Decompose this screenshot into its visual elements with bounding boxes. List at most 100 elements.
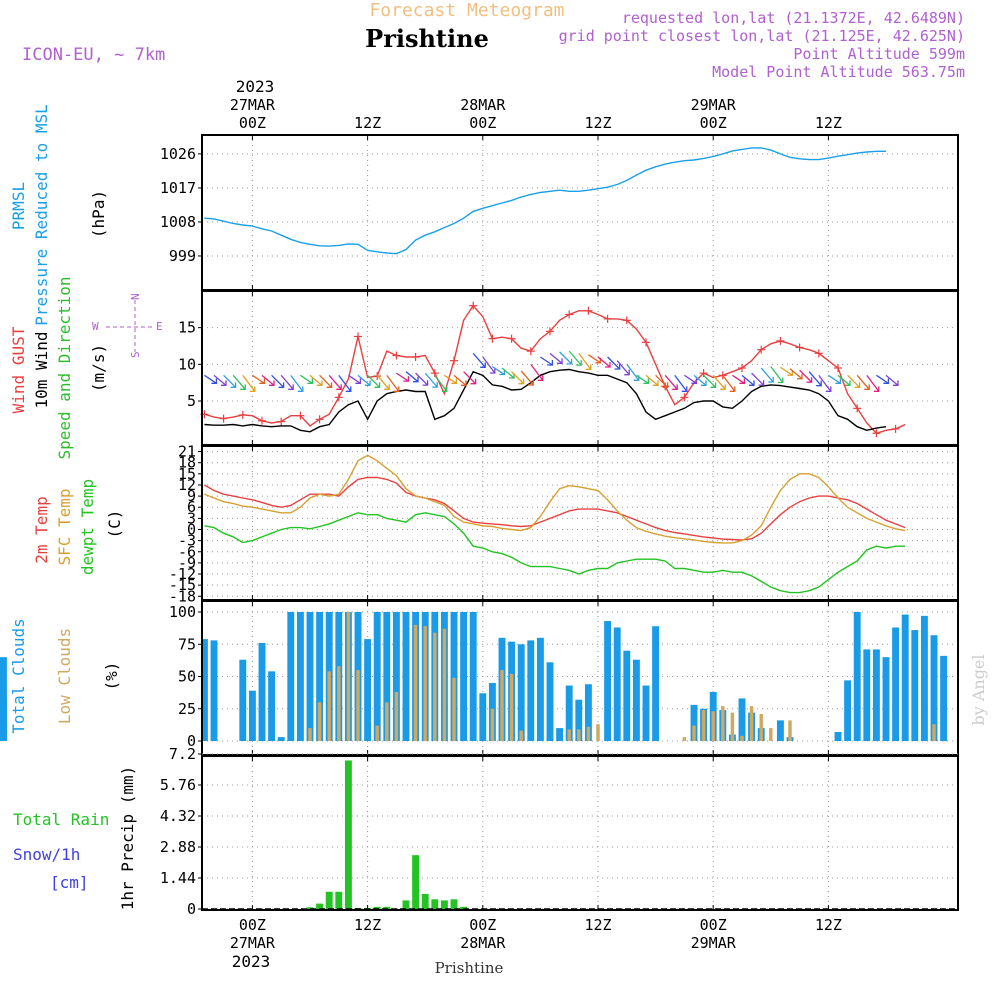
rain-bar [412,855,420,909]
header-title: Forecast Meteogram [369,0,564,21]
arrow-shaft [866,374,880,392]
total-cloud-bar [556,728,564,741]
gust-marker [642,338,650,347]
gust-marker [891,424,900,433]
rain-bar [421,893,429,909]
total-cloud-bar [632,659,640,741]
arrow-shaft [232,374,246,390]
y-tick-label: 6 [187,498,196,516]
arrow-head [643,378,650,384]
arrow-shaft [453,374,467,386]
arrow-shaft [789,368,803,380]
y-tick-label: 999 [169,247,196,265]
low-cloud-bar [759,713,763,741]
rain-label: Total Rain [13,810,109,829]
gust-marker [392,351,401,360]
y-tick-label: 1017 [160,179,196,197]
rain-bar [402,900,410,909]
low-cloud-bar [423,626,427,741]
wind-direction-arrow [453,374,467,386]
gust-marker [603,314,612,323]
arrow-shaft [242,374,256,392]
y-tick-label: 1.44 [160,869,196,887]
y-tick-label: 15 [178,465,196,483]
y-tick-label: 100 [169,603,196,621]
arrow-head [835,378,842,384]
gust-marker [450,356,458,365]
arrow-head [816,380,822,387]
wind-direction-arrow [463,371,477,385]
wind-direction-arrow [261,374,275,386]
low-cloud-bar [769,728,773,741]
arrow-shaft [674,374,688,392]
gust-marker [277,417,286,426]
y-tick-label: 1026 [160,145,196,163]
bottom-time-label: 00Z [700,916,727,934]
low-cloud-bar [452,677,456,741]
arrow-head [537,375,544,381]
wind-direction-arrow [252,374,266,384]
low-cloud-bar [308,728,312,741]
low-cloud-bar [433,632,437,741]
rain-bar [440,900,448,909]
top-time-label: 12Z [354,114,381,132]
arrow-head [873,386,880,392]
arrow-head [307,378,314,384]
total-cloud-bar [911,630,919,741]
wind-direction-arrow [636,374,650,384]
arrow-head [288,384,294,390]
wind-direction-arrow [664,374,678,390]
bottom-year: 2023 [232,952,271,971]
total-cloud-bar [239,659,247,741]
gust-marker [834,364,842,372]
arrow-shaft [684,374,697,384]
total-cloud-bar [268,671,276,741]
arrow-shaft [290,374,304,392]
y-tick-label: 75 [178,635,196,653]
arrow-shaft [520,370,534,386]
arrow-head [336,384,342,390]
arrow-head [317,380,323,386]
arrow-shaft [751,372,765,386]
wind-direction-arrow [760,367,774,383]
arrow-head [845,380,851,386]
total-cloud-bar [690,704,698,741]
total-cloud-bar [0,697,7,741]
gust-marker [757,345,766,354]
series-line-wind-gust [204,304,906,435]
bottom-date-label: 29MAR [691,934,737,952]
arrow-head [653,380,659,386]
wind-direction-arrow [213,374,227,386]
arrow-shaft [482,356,496,374]
arrow-head [854,382,861,388]
arrow-shaft [876,374,889,384]
gust-marker [315,415,324,424]
compass-w: W [92,320,99,333]
low-cloud-bar [596,724,600,741]
wind-direction-arrow [885,374,899,386]
arrow-head [451,378,458,384]
low-cloud-bar [788,720,792,741]
y-tick-label: 5.76 [160,776,196,794]
low-cloud-bar [519,730,523,741]
panel-frame [201,755,959,911]
wind-direction-arrow [789,368,803,380]
bottom-time-label: 00Z [239,916,266,934]
wind-direction-arrow [300,374,314,384]
low-cloud-bar [577,729,581,741]
low-cloud-bar [721,706,725,741]
compass-rose: W E N S [92,293,163,358]
total-cloud-bar [450,612,458,741]
y-tick-label: 15 [178,319,196,337]
arrow-shaft [818,374,832,392]
arrow-shaft [837,374,851,386]
wind-direction-arrow [847,374,861,388]
arrow-shaft [204,374,217,384]
gust-marker [565,310,574,319]
wind-direction-arrow [386,374,400,392]
wind-direction-arrow [780,366,794,376]
arrow-head [365,380,371,386]
total-cloud-bar [258,642,266,741]
low-clouds-label: Low Clouds [55,628,74,724]
